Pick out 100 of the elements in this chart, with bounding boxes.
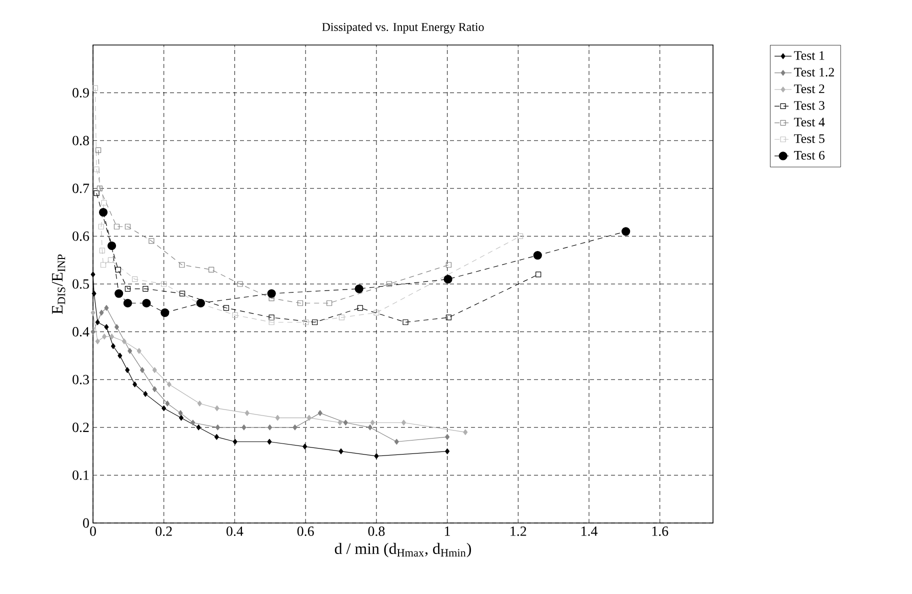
point: [357, 305, 363, 311]
point: [142, 286, 148, 292]
x-tick-label: 1.6: [652, 526, 668, 536]
point: [96, 186, 103, 192]
y-tick-label: 0.3: [72, 374, 89, 384]
point: [99, 248, 106, 254]
point: [162, 405, 166, 412]
point: [190, 420, 196, 426]
x-tick-label: 0.2: [156, 526, 172, 536]
chart-title: Dissipated vs. Input Energy Ratio: [322, 22, 484, 34]
point: [536, 272, 542, 278]
y-tick-label: 0.2: [72, 422, 89, 432]
y-tick-label: 0.9: [72, 88, 89, 98]
point: [98, 224, 104, 230]
x-tick-label: 0.6: [297, 526, 314, 536]
point: [338, 448, 344, 454]
point: [100, 262, 106, 268]
y-tick-label: 0.5: [72, 279, 89, 289]
point: [115, 266, 121, 272]
point: [122, 338, 126, 344]
legend-label: Test 6: [794, 150, 825, 160]
point: [108, 257, 114, 263]
point: [114, 289, 124, 298]
point: [110, 343, 116, 350]
point: [232, 438, 238, 445]
point: [179, 290, 186, 296]
point: [268, 319, 274, 326]
point: [196, 298, 206, 308]
point: [148, 238, 154, 244]
point: [95, 338, 100, 344]
point: [166, 381, 172, 388]
point: [160, 308, 170, 317]
point: [123, 298, 132, 308]
x-tick-label: 1: [445, 526, 450, 536]
point: [338, 314, 345, 320]
point: [237, 281, 243, 287]
point: [267, 438, 272, 445]
point: [132, 276, 138, 282]
x-tick-label: 1.4: [582, 526, 598, 536]
point: [197, 400, 202, 406]
point: [268, 314, 274, 320]
point: [92, 290, 96, 296]
point: [394, 438, 399, 445]
point: [446, 314, 452, 320]
point: [268, 424, 272, 430]
point: [267, 289, 276, 298]
point: [463, 429, 468, 436]
point: [223, 305, 230, 311]
point: [242, 424, 246, 430]
point: [445, 434, 450, 440]
point: [118, 352, 122, 359]
point: [302, 444, 308, 450]
point: [445, 448, 450, 454]
point: [312, 319, 318, 326]
point: [104, 304, 109, 311]
x-tick-label: 0.4: [226, 526, 244, 536]
point: [107, 241, 116, 250]
point: [142, 298, 151, 308]
point: [318, 410, 322, 416]
point: [178, 410, 183, 416]
point: [124, 224, 131, 230]
y-tick-label: 0.7: [72, 184, 90, 194]
point: [114, 324, 119, 330]
point: [343, 420, 348, 426]
point: [374, 453, 379, 459]
point: [94, 190, 100, 196]
point: [114, 224, 120, 230]
x-tick-label: 0: [90, 526, 96, 536]
point: [297, 300, 304, 306]
x-axis-title: d / min (d$_{Hmax}$, d$_{Hmin}$): [334, 542, 471, 558]
point: [96, 147, 102, 153]
legend-label: Test 1.2: [794, 68, 834, 77]
point: [140, 367, 144, 373]
point: [354, 284, 364, 294]
y-tick-label: 0.8: [72, 136, 89, 146]
point: [214, 405, 220, 412]
point: [132, 381, 138, 388]
point: [128, 348, 132, 354]
point: [214, 434, 219, 440]
point: [125, 367, 130, 373]
point: [533, 251, 542, 260]
point: [244, 410, 250, 416]
point: [161, 281, 167, 287]
point: [178, 414, 184, 421]
legend-label: Test 2: [794, 84, 824, 94]
point: [136, 348, 142, 354]
point: [152, 386, 157, 392]
point: [215, 424, 220, 430]
point: [94, 166, 100, 172]
point: [306, 414, 312, 421]
point: [208, 266, 214, 272]
point: [90, 310, 96, 316]
legend-label: Test 3: [794, 101, 824, 110]
legend-label: Test 1: [794, 51, 824, 60]
y-tick-label: 0.4: [72, 327, 90, 337]
point: [401, 420, 406, 426]
point: [98, 208, 108, 217]
point: [446, 262, 452, 268]
point: [275, 414, 280, 421]
point: [303, 319, 309, 326]
